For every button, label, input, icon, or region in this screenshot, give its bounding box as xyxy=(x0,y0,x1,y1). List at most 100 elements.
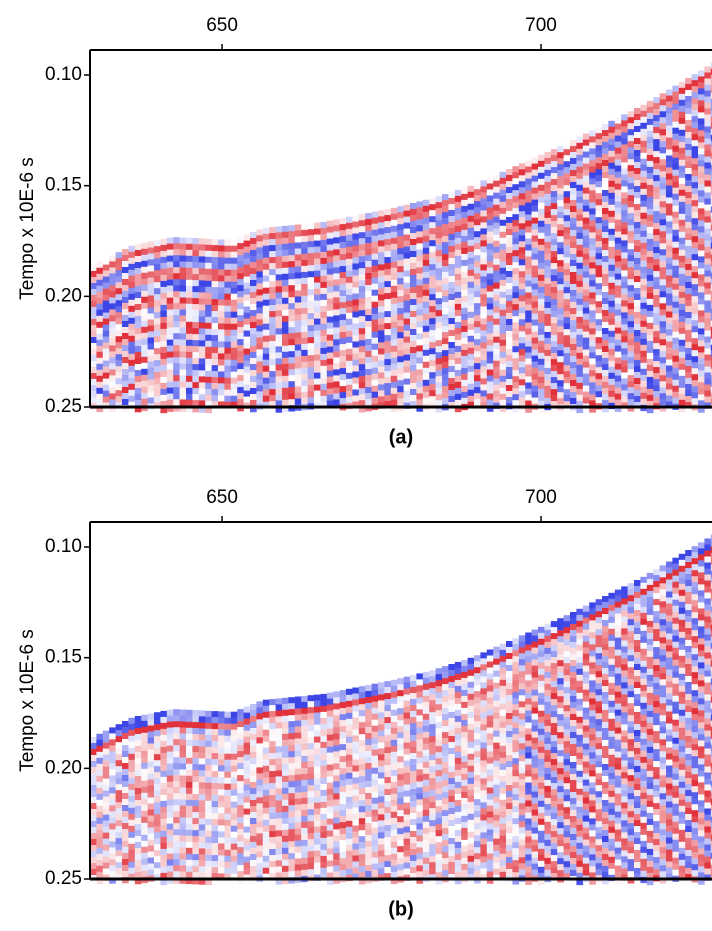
seismic-cell xyxy=(423,320,430,326)
seismic-cell xyxy=(704,97,711,103)
seismic-cell xyxy=(224,240,231,246)
seismic-cell xyxy=(128,324,135,330)
seismic-cell xyxy=(448,258,455,264)
seismic-cell xyxy=(308,265,315,271)
seismic-cell xyxy=(96,824,103,830)
seismic-cell xyxy=(551,281,558,287)
seismic-cell xyxy=(660,339,667,345)
seismic-cell xyxy=(160,861,167,867)
seismic-cell xyxy=(647,323,654,329)
seismic-cell xyxy=(212,335,219,341)
seismic-cell xyxy=(500,262,507,268)
seismic-cell xyxy=(199,716,206,722)
seismic-cell xyxy=(576,161,583,167)
seismic-cell xyxy=(506,223,513,229)
seismic-cell xyxy=(602,364,609,370)
seismic-cell xyxy=(410,383,417,389)
seismic-cell xyxy=(308,851,315,857)
seismic-cell xyxy=(295,267,302,273)
seismic-cell xyxy=(346,779,353,785)
seismic-cell xyxy=(237,249,244,255)
seismic-cell xyxy=(359,394,366,400)
seismic-cell xyxy=(103,833,110,839)
seismic-cell xyxy=(103,385,110,391)
seismic-cell xyxy=(378,718,385,724)
seismic-cell xyxy=(263,396,270,402)
seismic-cell xyxy=(410,347,417,353)
seismic-cell xyxy=(218,383,225,389)
seismic-cell xyxy=(218,771,225,777)
seismic-cell xyxy=(666,90,673,96)
seismic-cell xyxy=(160,789,167,795)
seismic-cell xyxy=(378,754,385,760)
seismic-cell xyxy=(314,761,321,767)
seismic-cell xyxy=(647,371,654,377)
seismic-cell xyxy=(487,334,494,340)
seismic-cell xyxy=(628,135,635,141)
seismic-cell xyxy=(602,184,609,190)
seismic-cell xyxy=(660,99,667,105)
seismic-cell xyxy=(660,327,667,333)
seismic-cell xyxy=(602,274,609,280)
seismic-cell xyxy=(538,341,545,347)
seismic-cell xyxy=(468,288,475,294)
seismic-cell xyxy=(308,361,315,367)
seismic-cell xyxy=(340,350,347,356)
seismic-cell xyxy=(589,322,596,328)
seismic-cell xyxy=(500,388,507,394)
seismic-cell xyxy=(116,742,123,748)
seismic-cell xyxy=(685,204,692,210)
seismic-cell xyxy=(212,723,219,729)
seismic-cell xyxy=(148,290,155,296)
seismic-cell xyxy=(288,853,295,859)
seismic-cell xyxy=(180,806,187,812)
seismic-cell xyxy=(442,350,449,356)
seismic-cell xyxy=(116,288,123,294)
seismic-cell xyxy=(256,391,263,397)
seismic-cell xyxy=(148,870,155,876)
seismic-cell xyxy=(359,364,366,370)
seismic-cell xyxy=(263,336,270,342)
seismic-cell xyxy=(564,299,571,305)
seismic-cell xyxy=(173,865,180,871)
seismic-cell xyxy=(525,395,532,401)
seismic-cell xyxy=(346,743,353,749)
seismic-cell xyxy=(589,334,596,340)
seismic-cell xyxy=(493,235,500,241)
seismic-cell xyxy=(519,247,526,253)
seismic-cell xyxy=(551,263,558,269)
seismic-cell xyxy=(410,353,417,359)
seismic-cell xyxy=(480,270,487,276)
seismic-cell xyxy=(615,286,622,292)
seismic-cell xyxy=(404,259,411,265)
seismic-cell xyxy=(416,309,423,315)
seismic-cell xyxy=(288,363,295,369)
seismic-cell xyxy=(365,757,372,763)
seismic-cell xyxy=(218,801,225,807)
seismic-cell xyxy=(180,812,187,818)
seismic-cell xyxy=(660,297,667,303)
seismic-cell xyxy=(672,230,679,236)
seismic-cell xyxy=(263,754,270,760)
seismic-cell xyxy=(551,173,558,179)
seismic-cell xyxy=(455,310,462,316)
seismic-cell xyxy=(109,327,116,333)
seismic-cell xyxy=(128,258,135,264)
seismic-cell xyxy=(436,208,443,214)
seismic-cell xyxy=(301,302,308,308)
seismic-cell xyxy=(263,796,270,802)
seismic-cell xyxy=(698,214,705,220)
seismic-cell xyxy=(640,327,647,333)
seismic-cell xyxy=(346,379,353,385)
seismic-cell xyxy=(116,372,123,378)
seismic-cell xyxy=(589,244,596,250)
seismic-cell xyxy=(218,281,225,287)
seismic-cell xyxy=(263,318,270,324)
seismic-cell xyxy=(685,78,692,84)
seismic-cell xyxy=(103,289,110,295)
seismic-cell xyxy=(672,260,679,266)
seismic-cell xyxy=(512,196,519,202)
seismic-cell xyxy=(103,767,110,773)
seismic-cell xyxy=(288,811,295,817)
seismic-cell xyxy=(295,297,302,303)
